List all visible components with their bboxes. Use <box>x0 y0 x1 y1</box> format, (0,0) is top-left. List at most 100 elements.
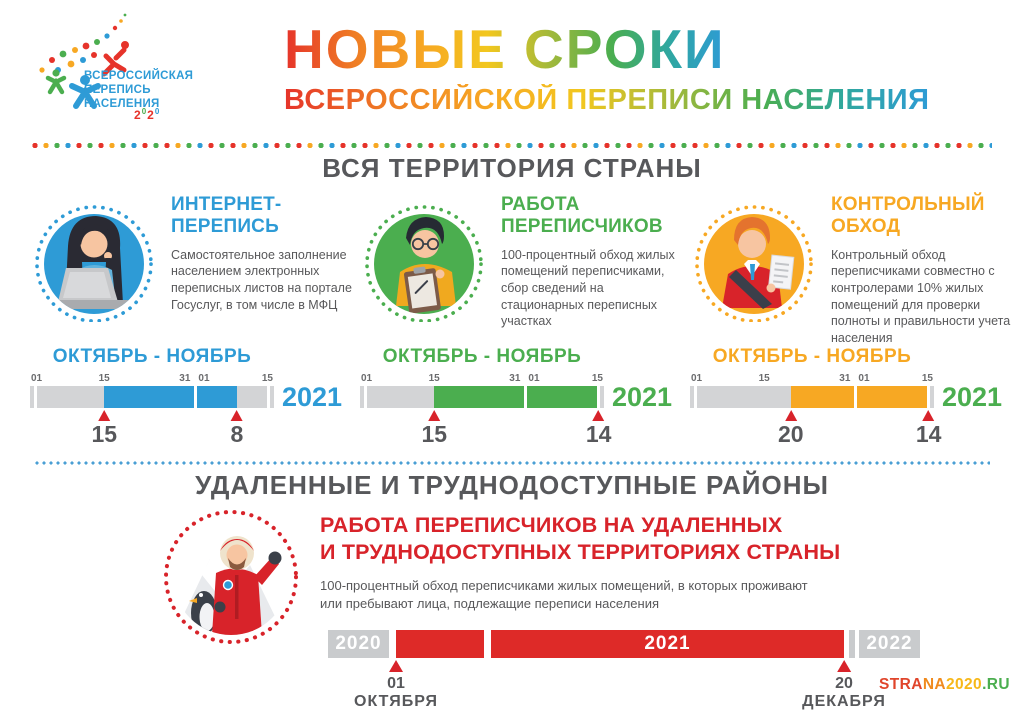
column-text: РАБОТА ПЕРЕПИСЧИКОВ 100-процентный обход… <box>501 194 685 330</box>
year-label: 2021 <box>282 382 343 412</box>
timeline-marker-start: 15 <box>91 410 117 446</box>
period-label: ОКТЯБРЬ - НОЯБРЬ <box>712 346 912 367</box>
column-heading: РАБОТА ПЕРЕПИСЧИКОВ <box>501 194 663 237</box>
column-heading: ИНТЕРНЕТ-ПЕРЕПИСЬ <box>171 194 282 237</box>
remote-heading-line: РАБОТА ПЕРЕПИСЧИКОВ НА УДАЛЕННЫХ <box>320 513 783 537</box>
tick-label: 01 <box>361 373 373 384</box>
logo-year-mark: 2020 <box>134 107 161 122</box>
bar-gap <box>597 385 600 409</box>
tick-label: 01 <box>858 373 870 384</box>
marker-day: 20 <box>835 675 853 692</box>
timeline-bar: 20 14 <box>690 385 941 446</box>
timeline-control-round: ОКТЯБРЬ - НОЯБРЬ 01 15 31 01 15 20 14 20… <box>690 346 1020 446</box>
month-boundary-gap <box>194 385 198 409</box>
census-logo: ВСЕРОССИЙСКАЯ ПЕРЕПИСЬ НАСЕЛЕНИЯ 2020 <box>28 10 258 135</box>
remote-heading-line: И ТРУДНОДОСТУПНЫХ ТЕРРИТОРИЯХ СТРАНЫ <box>320 539 841 564</box>
remote-timeline-bar: 2020 2021 2022 <box>328 630 920 658</box>
period-label: ОКТЯБРЬ - НОЯБРЬ <box>382 346 582 367</box>
marker-month: ОКТЯБРЯ <box>354 692 438 710</box>
section-title-all-territory: ВСЯ ТЕРРИТОРИЯ СТРАНЫ <box>322 153 702 183</box>
segment-late-2020 <box>396 630 484 658</box>
header: НОВЫЕ СРОКИ ВСЕРОССИЙСКОЙ ПЕРЕПИСИ НАСЕЛ… <box>284 22 1020 117</box>
segment-2022: 2022 <box>859 630 920 658</box>
marker-day-number: 15 <box>91 421 118 447</box>
marker-triangle-icon <box>428 410 441 421</box>
column-heading: КОНТРОЛЬНЫЙ ОБХОД <box>831 194 985 237</box>
timeline-bar: 15 14 <box>360 385 611 446</box>
segment-end-2021-sliver <box>849 630 855 658</box>
column-description: Контрольный обход переписчиками совместн… <box>831 247 1011 345</box>
timeline-enumerators: ОКТЯБРЬ - НОЯБРЬ 01 15 31 01 15 15 14 20… <box>360 346 690 446</box>
marker-triangle-icon <box>592 410 605 421</box>
column-text: ИНТЕРНЕТ-ПЕРЕПИСЬ Самостоятельное заполн… <box>171 194 355 313</box>
marker-month: ДЕКАБРЯ <box>802 692 886 710</box>
timeline-marker-end: 8 <box>230 410 243 446</box>
marker-day-number: 8 <box>230 421 244 447</box>
timeline-range <box>104 386 237 408</box>
man-with-document-illustration <box>695 205 813 322</box>
month-boundary-gap <box>854 385 858 409</box>
tick-label: 15 <box>261 373 273 384</box>
marker-day-number: 20 <box>777 421 804 447</box>
blue-dots-divider <box>34 461 990 465</box>
man-with-clipboard-illustration <box>365 205 483 322</box>
tick-label: 31 <box>839 373 851 384</box>
logo-figures-icon <box>39 13 129 109</box>
timeline-marker-start: 20 <box>778 410 804 446</box>
marker-triangle-icon <box>98 410 111 421</box>
tick-label: 15 <box>591 373 603 384</box>
timeline-ticks: 01 15 31 01 15 <box>690 373 934 385</box>
multicolor-dots-separator <box>30 142 992 149</box>
timeline-marker-end: 14 <box>585 410 612 447</box>
remote-marker-start: 01 ОКТЯБРЯ <box>354 660 438 710</box>
marker-day-number: 15 <box>421 421 448 447</box>
bar-gap <box>927 385 930 409</box>
timeline-range <box>434 386 599 408</box>
timeline-ticks: 01 15 31 01 15 <box>30 373 274 385</box>
segment-2020: 2020 <box>328 630 389 658</box>
remote-description: 100-процентный обход переписчиками жилых… <box>320 577 808 611</box>
bar-gap <box>364 385 367 409</box>
page-subtitle: ВСЕРОССИЙСКОЙ ПЕРЕПИСИ НАСЕЛЕНИЯ <box>284 84 930 116</box>
page-title: НОВЫЕ СРОКИ <box>284 18 726 80</box>
segment-2021: 2021 <box>491 630 844 658</box>
logo-org-line: ПЕРЕПИСЬ <box>84 83 151 96</box>
marker-triangle-icon <box>230 410 243 421</box>
bar-gap <box>694 385 697 409</box>
year-label: 2021 <box>612 382 673 412</box>
timeline-bar: 15 8 <box>30 385 274 446</box>
column-description: 100-процентный обход жилых помещений пер… <box>501 247 675 329</box>
bar-gap <box>484 630 491 658</box>
bar-gap <box>267 385 270 409</box>
period-label: ОКТЯБРЬ - НОЯБРЬ <box>52 346 252 367</box>
tick-label: 15 <box>98 373 110 384</box>
timeline-range <box>790 386 929 408</box>
column-text: КОНТРОЛЬНЫЙ ОБХОД Контрольный обход пере… <box>831 194 1015 346</box>
timeline-marker-end: 14 <box>915 410 942 447</box>
tick-label: 31 <box>509 373 521 384</box>
bar-gap <box>389 630 396 658</box>
tick-label: 15 <box>428 373 440 384</box>
year-label: 2021 <box>942 382 1003 412</box>
tick-label: 01 <box>691 373 703 384</box>
tick-label: 15 <box>758 373 770 384</box>
remote-marker-end: 20 ДЕКАБРЯ <box>802 660 886 710</box>
marker-triangle-icon <box>784 410 797 421</box>
bar-gap <box>34 385 37 409</box>
marker-day: 01 <box>387 675 405 692</box>
marker-triangle-icon <box>922 410 935 421</box>
logo-org-name: ВСЕРОССИЙСКАЯ ПЕРЕПИСЬ НАСЕЛЕНИЯ <box>84 70 193 111</box>
marker-day-number: 14 <box>585 421 612 447</box>
marker-triangle-icon <box>836 660 851 672</box>
tick-label: 01 <box>198 373 210 384</box>
timeline-marker-start: 15 <box>421 410 447 446</box>
woman-with-laptop-illustration <box>35 205 153 322</box>
tick-label: 15 <box>921 373 933 384</box>
timeline-ticks: 01 15 31 01 15 <box>360 373 604 385</box>
site-url: STRANA2020.RU <box>879 676 1010 693</box>
marker-day-number: 14 <box>915 421 942 447</box>
logo-org-line: НАСЕЛЕНИЯ <box>84 97 160 110</box>
marker-triangle-icon <box>388 660 403 672</box>
remote-section-text: РАБОТА ПЕРЕПИСЧИКОВ НА УДАЛЕННЫХ И ТРУДН… <box>320 512 920 613</box>
